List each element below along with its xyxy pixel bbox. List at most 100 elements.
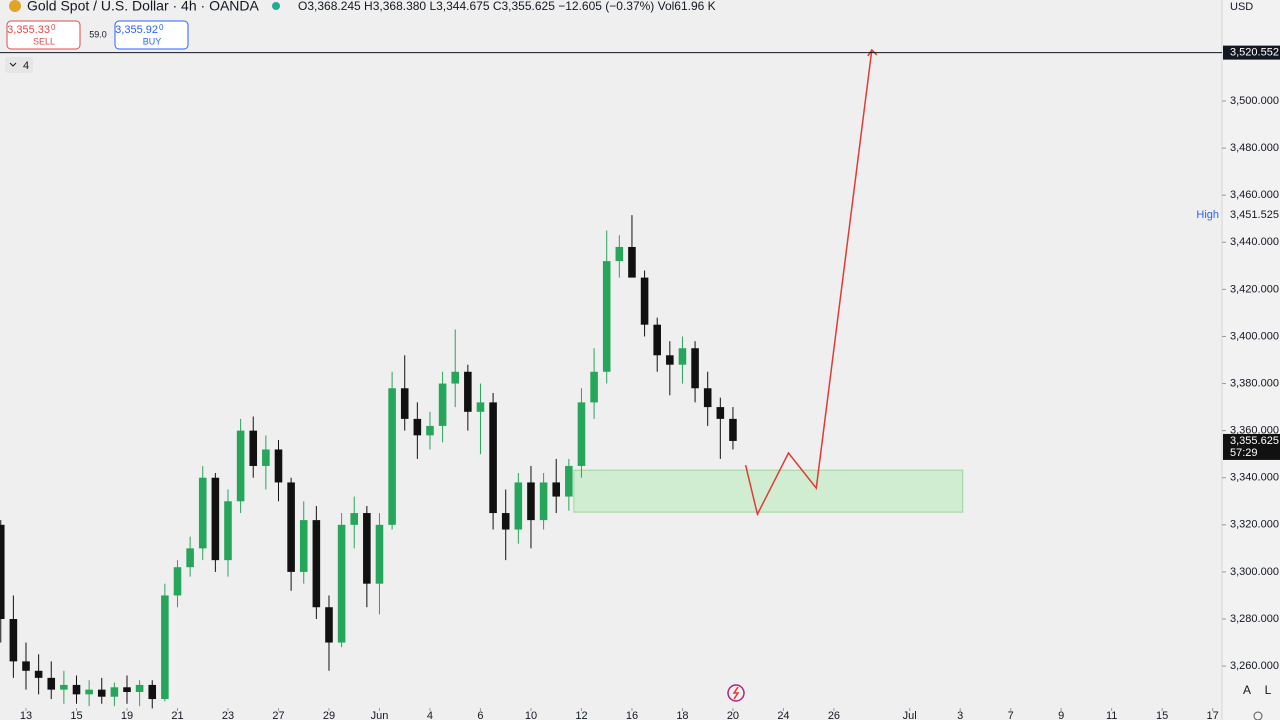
buy-price[interactable]: 3,355.92 [115, 24, 158, 36]
candle-body [400, 388, 409, 419]
x-tick-label: 18 [676, 710, 688, 720]
candle-body [565, 465, 573, 497]
candle-body [489, 402, 497, 514]
candle-body [211, 477, 220, 561]
symbol-title: Gold Spot / U.S. Dollar · 4h · OANDA [27, 0, 260, 14]
projection-arrowhead [867, 48, 878, 57]
buy-price-small[interactable]: 0 [159, 23, 164, 32]
candle-body [249, 430, 258, 466]
market-status [272, 2, 280, 10]
x-tick-label: 17 [1207, 710, 1219, 720]
candle-body [678, 348, 687, 365]
candle-body [97, 689, 106, 697]
high-marker-label: 3,451.525 [1230, 209, 1279, 221]
sell-button[interactable] [6, 20, 81, 50]
candle-body [464, 371, 472, 412]
events-bolt [732, 686, 740, 700]
candle-body [236, 430, 245, 502]
symbol-icon [9, 0, 21, 12]
y-tick-label: 3,360.000 [1230, 425, 1279, 437]
x-tick-label: 12 [575, 710, 587, 720]
x-tick-label: 4 [427, 710, 433, 720]
candle-body [72, 684, 81, 695]
events-icon[interactable] [727, 684, 745, 702]
candle-body [337, 524, 346, 643]
candle-body [198, 477, 207, 549]
candle-body [426, 425, 434, 436]
x-tick-label: 3 [957, 710, 963, 720]
candle-body [703, 388, 712, 408]
candle-body [60, 684, 68, 690]
candle-body [274, 449, 283, 483]
x-tick-label: 13 [20, 710, 32, 720]
candle-body [375, 524, 384, 584]
candle-body [325, 607, 333, 643]
y-tick-label: 3,340.000 [1230, 472, 1279, 484]
indicators-count[interactable]: 4 [23, 60, 29, 72]
candle-body [577, 402, 586, 466]
log-scale[interactable]: L [1265, 683, 1272, 697]
indicators-toggle[interactable] [5, 57, 33, 73]
candle-body [363, 513, 371, 584]
y-tick-label: 3,280.000 [1230, 613, 1279, 625]
candle-body [0, 524, 5, 619]
sell-price[interactable]: 3,355.33 [7, 24, 50, 36]
candle-body [527, 482, 535, 521]
x-tick-label: 10 [525, 710, 537, 720]
sell-price-small[interactable]: 0 [51, 23, 56, 32]
x-tick-label: 6 [477, 710, 483, 720]
candle-body [501, 513, 510, 530]
y-tick-label: 3,400.000 [1230, 330, 1279, 342]
candle-body [388, 388, 396, 525]
plot [0, 48, 964, 709]
candle-body [615, 246, 624, 262]
candle-body [312, 520, 321, 608]
candle-body [514, 482, 523, 530]
candle-body [110, 687, 119, 697]
candle-body [34, 670, 43, 678]
candle-body [413, 418, 422, 436]
settings-icon[interactable] [1253, 711, 1263, 720]
candle-body [262, 449, 270, 466]
candle-body [590, 371, 598, 403]
buy-button[interactable] [114, 20, 189, 50]
high-marker-name: High [1196, 209, 1219, 221]
x-tick-label: 7 [1008, 710, 1014, 720]
countdown: 57:29 [1230, 447, 1258, 459]
x-tick-label: 29 [323, 710, 335, 720]
candle-body [161, 595, 169, 700]
y-tick-label: 3,420.000 [1230, 283, 1279, 295]
x-tick-label: 9 [1058, 710, 1064, 720]
x-tick-label: 21 [171, 710, 183, 720]
buy-label[interactable]: BUY [143, 36, 162, 46]
candle-body [47, 677, 56, 690]
ohlc-values: O3,368.245 H3,368.380 L3,344.675 C3,355.… [298, 0, 716, 13]
candle-body [666, 355, 674, 365]
x-tick-label: 15 [1156, 710, 1168, 720]
candle-body [438, 383, 447, 426]
candle-body [628, 246, 636, 278]
x-tick-label: 19 [121, 710, 133, 720]
candle-body [148, 684, 157, 700]
candle-body [476, 402, 485, 412]
sell-label[interactable]: SELL [33, 36, 55, 46]
x-tick-label: 20 [727, 710, 739, 720]
auto-scale[interactable]: A [1243, 683, 1251, 697]
candle-body [224, 501, 232, 561]
candle-body [729, 418, 737, 441]
y-tick-label: 3,260.000 [1230, 660, 1279, 672]
y-tick-label: 3,460.000 [1230, 189, 1279, 201]
x-tick-label: 11 [1106, 710, 1117, 720]
x-tick-label: 26 [828, 710, 840, 720]
candle-body [135, 684, 144, 692]
y-tick-label: 3,300.000 [1230, 566, 1279, 578]
currency[interactable]: USD [1230, 1, 1253, 13]
candle-body [539, 482, 548, 521]
candle-body [653, 324, 661, 356]
candle-body [123, 687, 131, 692]
x-tick-label: 23 [222, 710, 234, 720]
candle-body [186, 548, 194, 568]
support-zone [573, 469, 964, 513]
x-tick-label: 24 [777, 710, 789, 720]
